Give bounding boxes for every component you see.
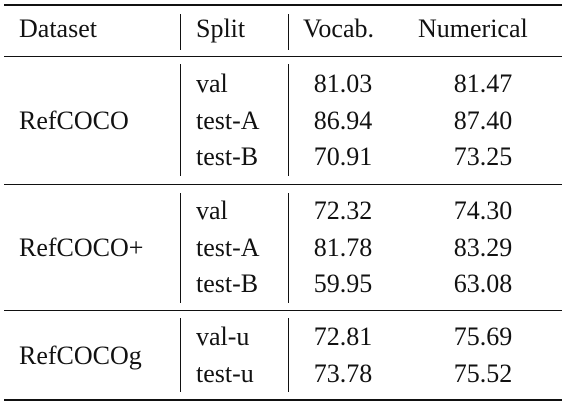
dataset-name: RefCOCOg (19, 341, 142, 370)
column-divider (180, 318, 181, 392)
column-divider (180, 64, 181, 176)
numerical-cell: 74.30 (453, 196, 513, 225)
column-divider (288, 318, 289, 392)
column-divider (180, 14, 181, 50)
split-cell: test-A (196, 233, 260, 262)
vocab-cell: 81.78 (313, 233, 373, 262)
header-rule (4, 56, 562, 57)
numerical-cell: 81.47 (453, 69, 513, 98)
numerical-cell: 63.08 (453, 269, 513, 298)
vocab-cell: 86.94 (313, 106, 373, 135)
group-rule (4, 310, 562, 311)
header-vocab: Vocab. (303, 14, 375, 43)
header-split: Split (196, 14, 246, 43)
bottom-rule (4, 399, 562, 401)
column-divider (288, 64, 289, 176)
vocab-cell: 72.32 (313, 196, 373, 225)
split-cell: val (196, 196, 228, 225)
header-dataset: Dataset (19, 14, 97, 43)
vocab-cell: 72.81 (313, 322, 373, 351)
split-cell: val-u (196, 322, 250, 351)
numerical-cell: 83.29 (453, 233, 513, 262)
split-cell: test-B (196, 142, 259, 171)
split-cell: test-A (196, 106, 260, 135)
column-divider (288, 193, 289, 303)
vocab-cell: 70.91 (313, 142, 373, 171)
vocab-cell: 73.78 (313, 359, 373, 388)
numerical-cell: 73.25 (453, 142, 513, 171)
column-divider (288, 14, 289, 50)
column-divider (180, 193, 181, 303)
numerical-cell: 87.40 (453, 106, 513, 135)
top-rule (4, 4, 562, 6)
dataset-name: RefCOCO+ (19, 233, 144, 262)
vocab-cell: 81.03 (313, 69, 373, 98)
vocab-cell: 59.95 (313, 269, 373, 298)
group-rule (4, 184, 562, 185)
numerical-cell: 75.52 (453, 359, 513, 388)
dataset-name: RefCOCO (19, 106, 129, 135)
split-cell: test-u (196, 359, 254, 388)
split-cell: val (196, 69, 228, 98)
numerical-cell: 75.69 (453, 322, 513, 351)
split-cell: test-B (196, 269, 259, 298)
header-numerical: Numerical (418, 14, 528, 43)
